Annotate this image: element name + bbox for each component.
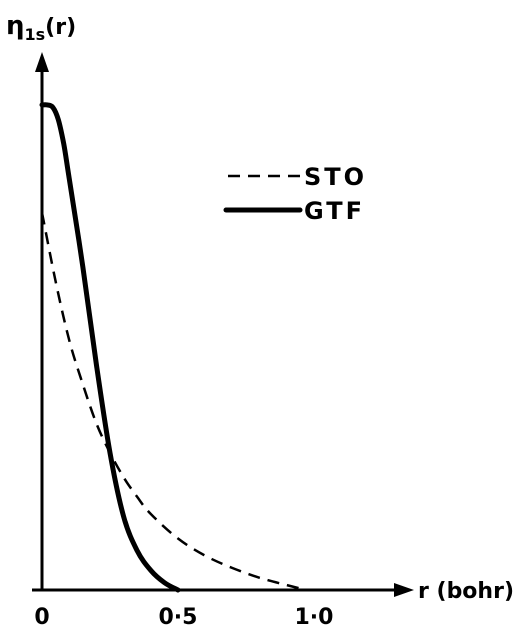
x-axis-label: r (bohr) [418,579,514,604]
legend: STO GTF [223,163,367,225]
x-tick-label-0: 0 [34,605,49,630]
x-tick-label-1: 0·5 [159,605,198,630]
y-axis-label-arg: (r) [45,15,76,40]
x-axis-arrow [394,583,414,597]
y-axis-label-sub: 1s [25,25,46,44]
legend-label-gtf: GTF [304,197,365,225]
series-line-gtf [39,102,181,593]
legend-label-sto: STO [304,163,367,191]
series-line-sto [40,212,307,592]
x-tick-label-2: 1·0 [295,605,334,630]
y-axis-arrow [35,52,49,72]
y-axis-label: η1s(r) [6,11,76,44]
y-axis-label-main: η [6,11,25,41]
